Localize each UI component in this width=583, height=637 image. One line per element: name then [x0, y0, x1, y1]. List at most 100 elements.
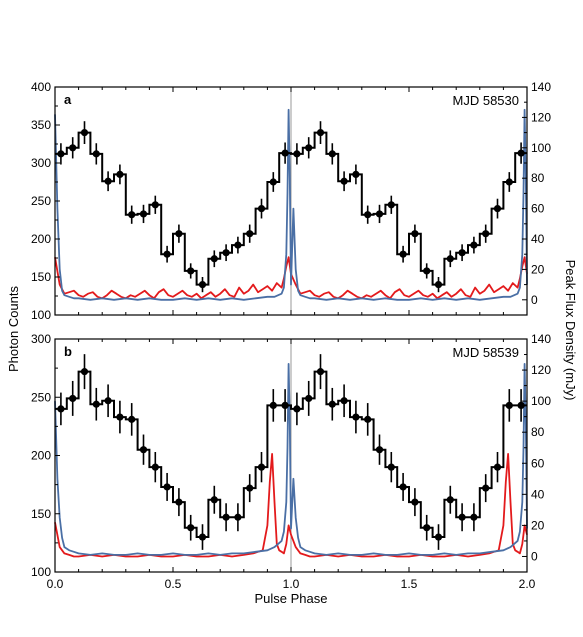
photon-count-point [493, 463, 502, 471]
photon-count-point [187, 267, 195, 275]
photon-count-point [375, 210, 384, 218]
photon-count-point [316, 129, 325, 137]
photon-count-point [92, 150, 100, 158]
y-right-tick-label: 60 [531, 202, 545, 216]
photon-count-point [128, 415, 136, 423]
y-left-tick-label: 350 [31, 118, 51, 132]
y-right-tick-label: 0 [531, 549, 538, 563]
x-tick-label: 2.0 [519, 577, 536, 591]
photon-count-point [187, 524, 195, 532]
y-right-tick-label: 60 [531, 456, 545, 470]
photon-count-point [328, 150, 336, 158]
photon-count-point [222, 513, 230, 521]
photon-count-point [387, 201, 395, 209]
x-tick-label: 0.5 [165, 577, 182, 591]
y-right-tick-label: 140 [531, 80, 551, 94]
x-tick-label: 0.0 [47, 577, 64, 591]
y-left-tick-label: 400 [31, 80, 51, 94]
photon-count-point [222, 249, 230, 257]
x-tick-label: 1.0 [283, 577, 300, 591]
photon-count-point [163, 250, 171, 258]
photon-count-point [423, 267, 431, 275]
photon-count-point [69, 144, 77, 152]
photon-count-point [352, 170, 360, 178]
photon-count-point [57, 150, 65, 158]
y-right-tick-label: 80 [531, 171, 545, 185]
y-right-tick-label: 100 [531, 141, 551, 155]
photon-count-point [328, 400, 336, 408]
y-right-axis-title: Peak Flux Density (mJy) [563, 260, 578, 401]
y-left-tick-label: 100 [31, 308, 51, 322]
photon-count-point [163, 483, 171, 491]
blue-profile-series-line [54, 362, 528, 556]
photon-count-point [210, 255, 218, 263]
photon-count-point [293, 150, 301, 158]
y-left-tick-label: 200 [31, 449, 51, 463]
photon-count-point [151, 463, 159, 471]
photon-count-point [234, 513, 242, 521]
photon-count-point [257, 463, 266, 471]
photon-count-point [316, 368, 325, 376]
photon-count-point [482, 230, 490, 238]
photon-count-point [305, 394, 313, 403]
photon-count-point [458, 249, 466, 257]
photon-count-point [80, 368, 89, 376]
y-right-tick-label: 40 [531, 232, 545, 246]
photon-count-point [198, 533, 207, 541]
y-right-tick-label: 20 [531, 262, 545, 276]
photon-count-point [281, 401, 289, 410]
photon-count-point [104, 397, 112, 405]
photon-count-point [434, 533, 443, 541]
panel-letter: a [64, 92, 72, 107]
y-right-tick-label: 100 [531, 394, 551, 408]
y-left-axis-title: Photon Counts [6, 286, 21, 373]
photon-count-point [517, 401, 525, 410]
photon-count-point [210, 496, 218, 504]
photon-count-point [482, 484, 490, 492]
panel-annotation: MJD 58530 [453, 93, 519, 108]
panel-letter: b [64, 344, 72, 359]
photon-count-point [151, 201, 159, 209]
y-left-tick-label: 150 [31, 270, 51, 284]
photon-count-point [399, 250, 407, 258]
y-left-tick-label: 300 [31, 332, 51, 346]
y-left-tick-label: 150 [31, 507, 51, 521]
photon-count-point [423, 524, 431, 532]
x-axis-title: Pulse Phase [255, 591, 328, 606]
photon-count-point [411, 230, 419, 238]
photon-count-point [364, 211, 372, 219]
photon-count-point [269, 401, 277, 410]
panel-a: 100 150 200 250 300 350 400 0 20 40 60 80 100 120 140 a… [31, 80, 551, 322]
photon-count-point [470, 241, 478, 249]
photon-count-point [57, 405, 65, 413]
photon-count-point [92, 400, 100, 408]
photon-count-point [352, 413, 360, 421]
photon-count-point [505, 178, 513, 186]
photon-count-point [305, 144, 313, 152]
photon-count-point [399, 483, 407, 491]
photon-count-point [517, 149, 525, 157]
photon-count-point [281, 149, 289, 157]
photon-count-point [293, 405, 301, 413]
y-right-tick-label: 120 [531, 110, 551, 124]
photon-count-point [175, 230, 183, 238]
photon-count-point [340, 397, 348, 405]
photon-count-point [446, 496, 454, 504]
photon-count-point [104, 177, 112, 185]
photon-count-point [80, 129, 89, 137]
photon-count-point [434, 281, 443, 289]
photon-count-point [493, 205, 502, 213]
photon-count-point [411, 498, 419, 506]
photon-count-point [340, 177, 348, 185]
panel-annotation: MJD 58539 [453, 345, 519, 360]
photon-count-point [246, 230, 254, 238]
y-right-tick-label: 0 [531, 293, 538, 307]
y-left-tick-label: 200 [31, 232, 51, 246]
photon-count-point [387, 463, 395, 471]
blue-profile-series-line [54, 108, 528, 301]
photon-count-point [257, 205, 266, 213]
photon-count-point [139, 210, 148, 218]
panel-b: 100 150 200 250 300 0 20 40 60 80 100 120 140 0.0 0.5 1… [31, 332, 551, 591]
photon-count-point [246, 484, 254, 492]
